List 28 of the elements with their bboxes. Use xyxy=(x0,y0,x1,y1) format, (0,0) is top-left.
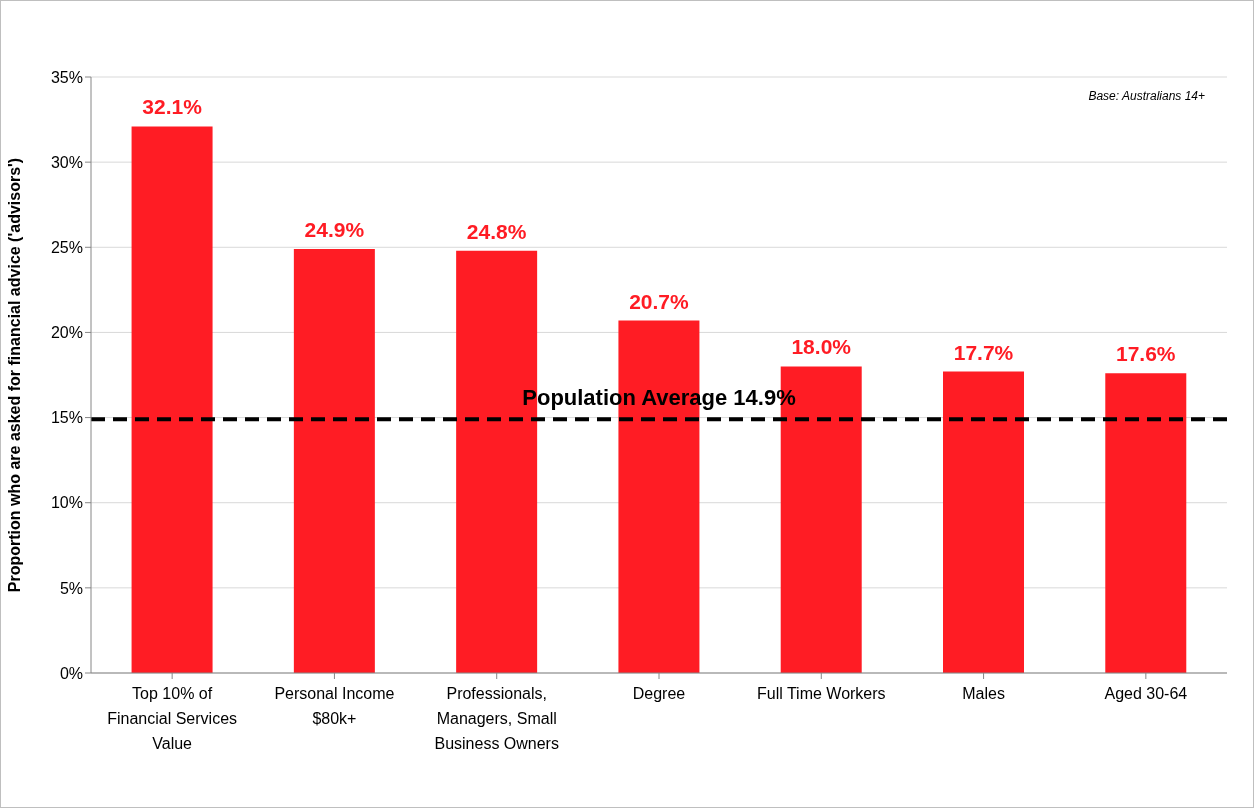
y-tick-label: 0% xyxy=(59,664,83,682)
data-label: 18.0% xyxy=(791,335,852,359)
y-tick-label: 30% xyxy=(50,153,83,171)
y-tick-label: 35% xyxy=(50,68,83,86)
data-label: 24.9% xyxy=(304,217,365,241)
data-label: 24.8% xyxy=(466,219,527,243)
x-tick-label: Full Time Workers xyxy=(756,685,886,702)
data-label: 17.6% xyxy=(1116,342,1176,366)
y-tick-label: 20% xyxy=(50,324,83,342)
y-tick-label: 5% xyxy=(59,579,83,597)
y-axis-title: Proportion who are asked for financial advice ('advisors') xyxy=(5,157,23,593)
annotation: Base: Australians 14+ xyxy=(1088,89,1205,103)
y-tick-label: 10% xyxy=(50,494,83,512)
x-tick-label: Professionals, Managers, Small Business Owners xyxy=(434,685,559,752)
data-label: 17.7% xyxy=(953,340,1014,364)
y-tick-label: 15% xyxy=(50,409,83,427)
x-tick-label: Degree xyxy=(632,685,686,702)
x-tick-label: Males xyxy=(962,685,1005,702)
bar xyxy=(1105,373,1187,673)
data-label: 20.7% xyxy=(629,289,690,313)
bar xyxy=(943,371,1024,673)
x-tick-label: Aged 30-64 xyxy=(1104,685,1188,702)
x-tick-label: Personal Income $80k+ xyxy=(274,685,395,727)
bar xyxy=(293,248,375,673)
x-tick-label: Top 10% of Financial Services Value xyxy=(107,685,238,752)
data-label: 32.1% xyxy=(142,95,203,119)
bar xyxy=(131,126,213,673)
y-tick-label: 25% xyxy=(50,238,83,256)
